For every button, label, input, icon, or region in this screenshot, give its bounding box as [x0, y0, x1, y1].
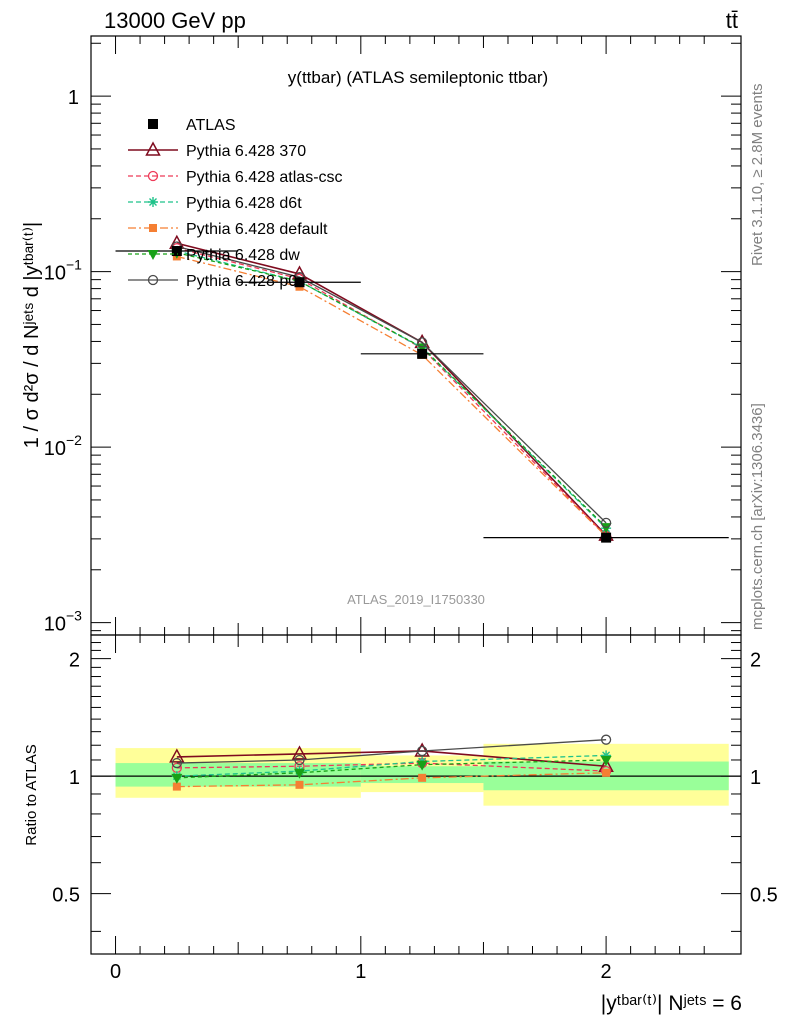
data-point — [601, 532, 612, 543]
ratio-marker-dw — [293, 768, 305, 779]
legend-marker-p0 — [147, 274, 159, 286]
main-panel: 10 −310 −210 −11 y(ttbar) (ATLAS semilepton… — [21, 35, 742, 636]
ratio-marker-py370 — [291, 745, 308, 760]
ratio-line-p0 — [176, 739, 607, 764]
ratio-y-tick-label-right: 0.5 — [750, 885, 778, 907]
ratio-marker-p0 — [171, 757, 182, 769]
data-point — [171, 246, 182, 257]
ratio-marks — [169, 734, 614, 791]
legend-label: Pythia 6.428 dw — [186, 247, 300, 264]
ratio-line-default — [176, 772, 607, 788]
ratio-marker-default — [602, 768, 611, 777]
mcplots-label: mcplots.cern.ch [arXiv:1306.3436] — [749, 403, 766, 630]
ratio-marker-p0 — [294, 754, 305, 766]
ratio-y-tick-label-left: 1 — [69, 767, 80, 789]
ratio-line-d6t — [176, 754, 607, 777]
main-y-axis-label: 1 / σ d²σ / d Nʲᵉᵗˢ d |yᵗᵇᵃʳ⁽ᵗ⁾| — [21, 222, 43, 448]
ratio-marker-default — [418, 773, 427, 782]
main-ticks: 10 −310 −210 −11 — [44, 36, 741, 636]
ratio-panel: 0.5 0.5 1 1 2 2 0 1 2 Ratio to ATLAS |yᵗᵇᵃʳ⁽ᵗ⁾| … — [23, 634, 778, 1015]
x-tick-label: 2 — [601, 961, 612, 983]
series-line-dw — [176, 252, 607, 528]
ratio-marker-dw — [416, 760, 428, 771]
data-point — [294, 277, 305, 288]
legend-label: Pythia 6.428 370 — [186, 143, 306, 160]
analysis-label: ATLAS_2019_I1750330 — [347, 592, 485, 607]
x-tick-label: 0 — [110, 961, 121, 983]
x-tick-label: 1 — [355, 961, 366, 983]
y-tick-label: 10 — [44, 614, 66, 636]
ratio-marker-default — [295, 780, 304, 789]
legend-label: Pythia 6.428 atlas-csc — [186, 169, 343, 186]
ratio-y-tick-label-left: 0.5 — [52, 885, 80, 907]
y-tick-label: 1 — [68, 87, 79, 109]
y-tick-label: 10 — [44, 263, 66, 285]
series-marker-dw — [600, 523, 612, 534]
x-axis-label: |yᵗᵇᵃʳ⁽ᵗ⁾| Nʲᵉᵗˢ = 6 — [601, 992, 742, 1015]
rivet-label: Rivet 3.1.10, ≥ 2.8M events — [749, 84, 766, 267]
series-marker-p0 — [600, 517, 612, 529]
series-line-p0 — [176, 245, 607, 524]
ratio-y-tick-label-right: 1 — [750, 767, 761, 789]
legend-marker-atlascsc — [147, 170, 159, 182]
ratio-marker-py370 — [169, 748, 185, 763]
legend-marker-py370 — [145, 141, 161, 156]
process-label: tt̄ — [726, 8, 738, 33]
ratio-y-axis-label: Ratio to ATLAS — [23, 744, 40, 845]
ratio-line-dw — [176, 759, 607, 779]
series-marker-p0 — [416, 337, 428, 348]
legend-marker-default — [149, 224, 157, 232]
main-marks — [115, 234, 729, 543]
legend-marker-dw — [147, 250, 159, 260]
series-line-d6t — [176, 250, 607, 529]
ratio-bands — [91, 743, 741, 806]
ratio-marker-default — [172, 782, 181, 791]
legend-label: Pythia 6.428 p0 — [186, 273, 297, 290]
ratio-marker-dw — [171, 773, 183, 784]
y-tick-label: 10 — [44, 438, 66, 460]
y-tick-label-exponent: −2 — [66, 432, 82, 448]
ratio-y-tick-label-left: 2 — [69, 650, 80, 672]
legend-label: ATLAS — [186, 117, 236, 134]
ratio-marker-d6t — [601, 750, 612, 761]
ratio-line-atlascsc — [176, 762, 607, 772]
energy-label: 13000 GeV pp — [104, 8, 246, 33]
ratio-marker-dw — [600, 755, 612, 766]
legend-marker-d6t — [148, 197, 158, 207]
legend-marker-atlas — [148, 119, 158, 129]
data-point — [417, 348, 428, 359]
legend-label: Pythia 6.428 default — [186, 221, 328, 238]
series-line-atlascsc — [176, 247, 607, 537]
y-tick-label-exponent: −3 — [66, 608, 82, 624]
legend-label: Pythia 6.428 d6t — [186, 195, 302, 212]
ratio-ticks: 0.5 0.5 1 1 2 2 0 1 2 — [52, 635, 778, 983]
ratio-marker-p0 — [416, 745, 428, 757]
series-line-default — [176, 255, 607, 537]
ratio-marker-p0 — [600, 734, 612, 745]
legend: ATLAS Pythia 6.428 370 Pythia 6.428 atlas-… — [128, 117, 343, 290]
y-tick-label-exponent: −1 — [66, 257, 82, 273]
ratio-frame — [90, 634, 742, 955]
ratio-y-tick-label-right: 2 — [750, 650, 761, 672]
main-title: y(ttbar) (ATLAS semileptonic ttbar) — [288, 68, 548, 87]
